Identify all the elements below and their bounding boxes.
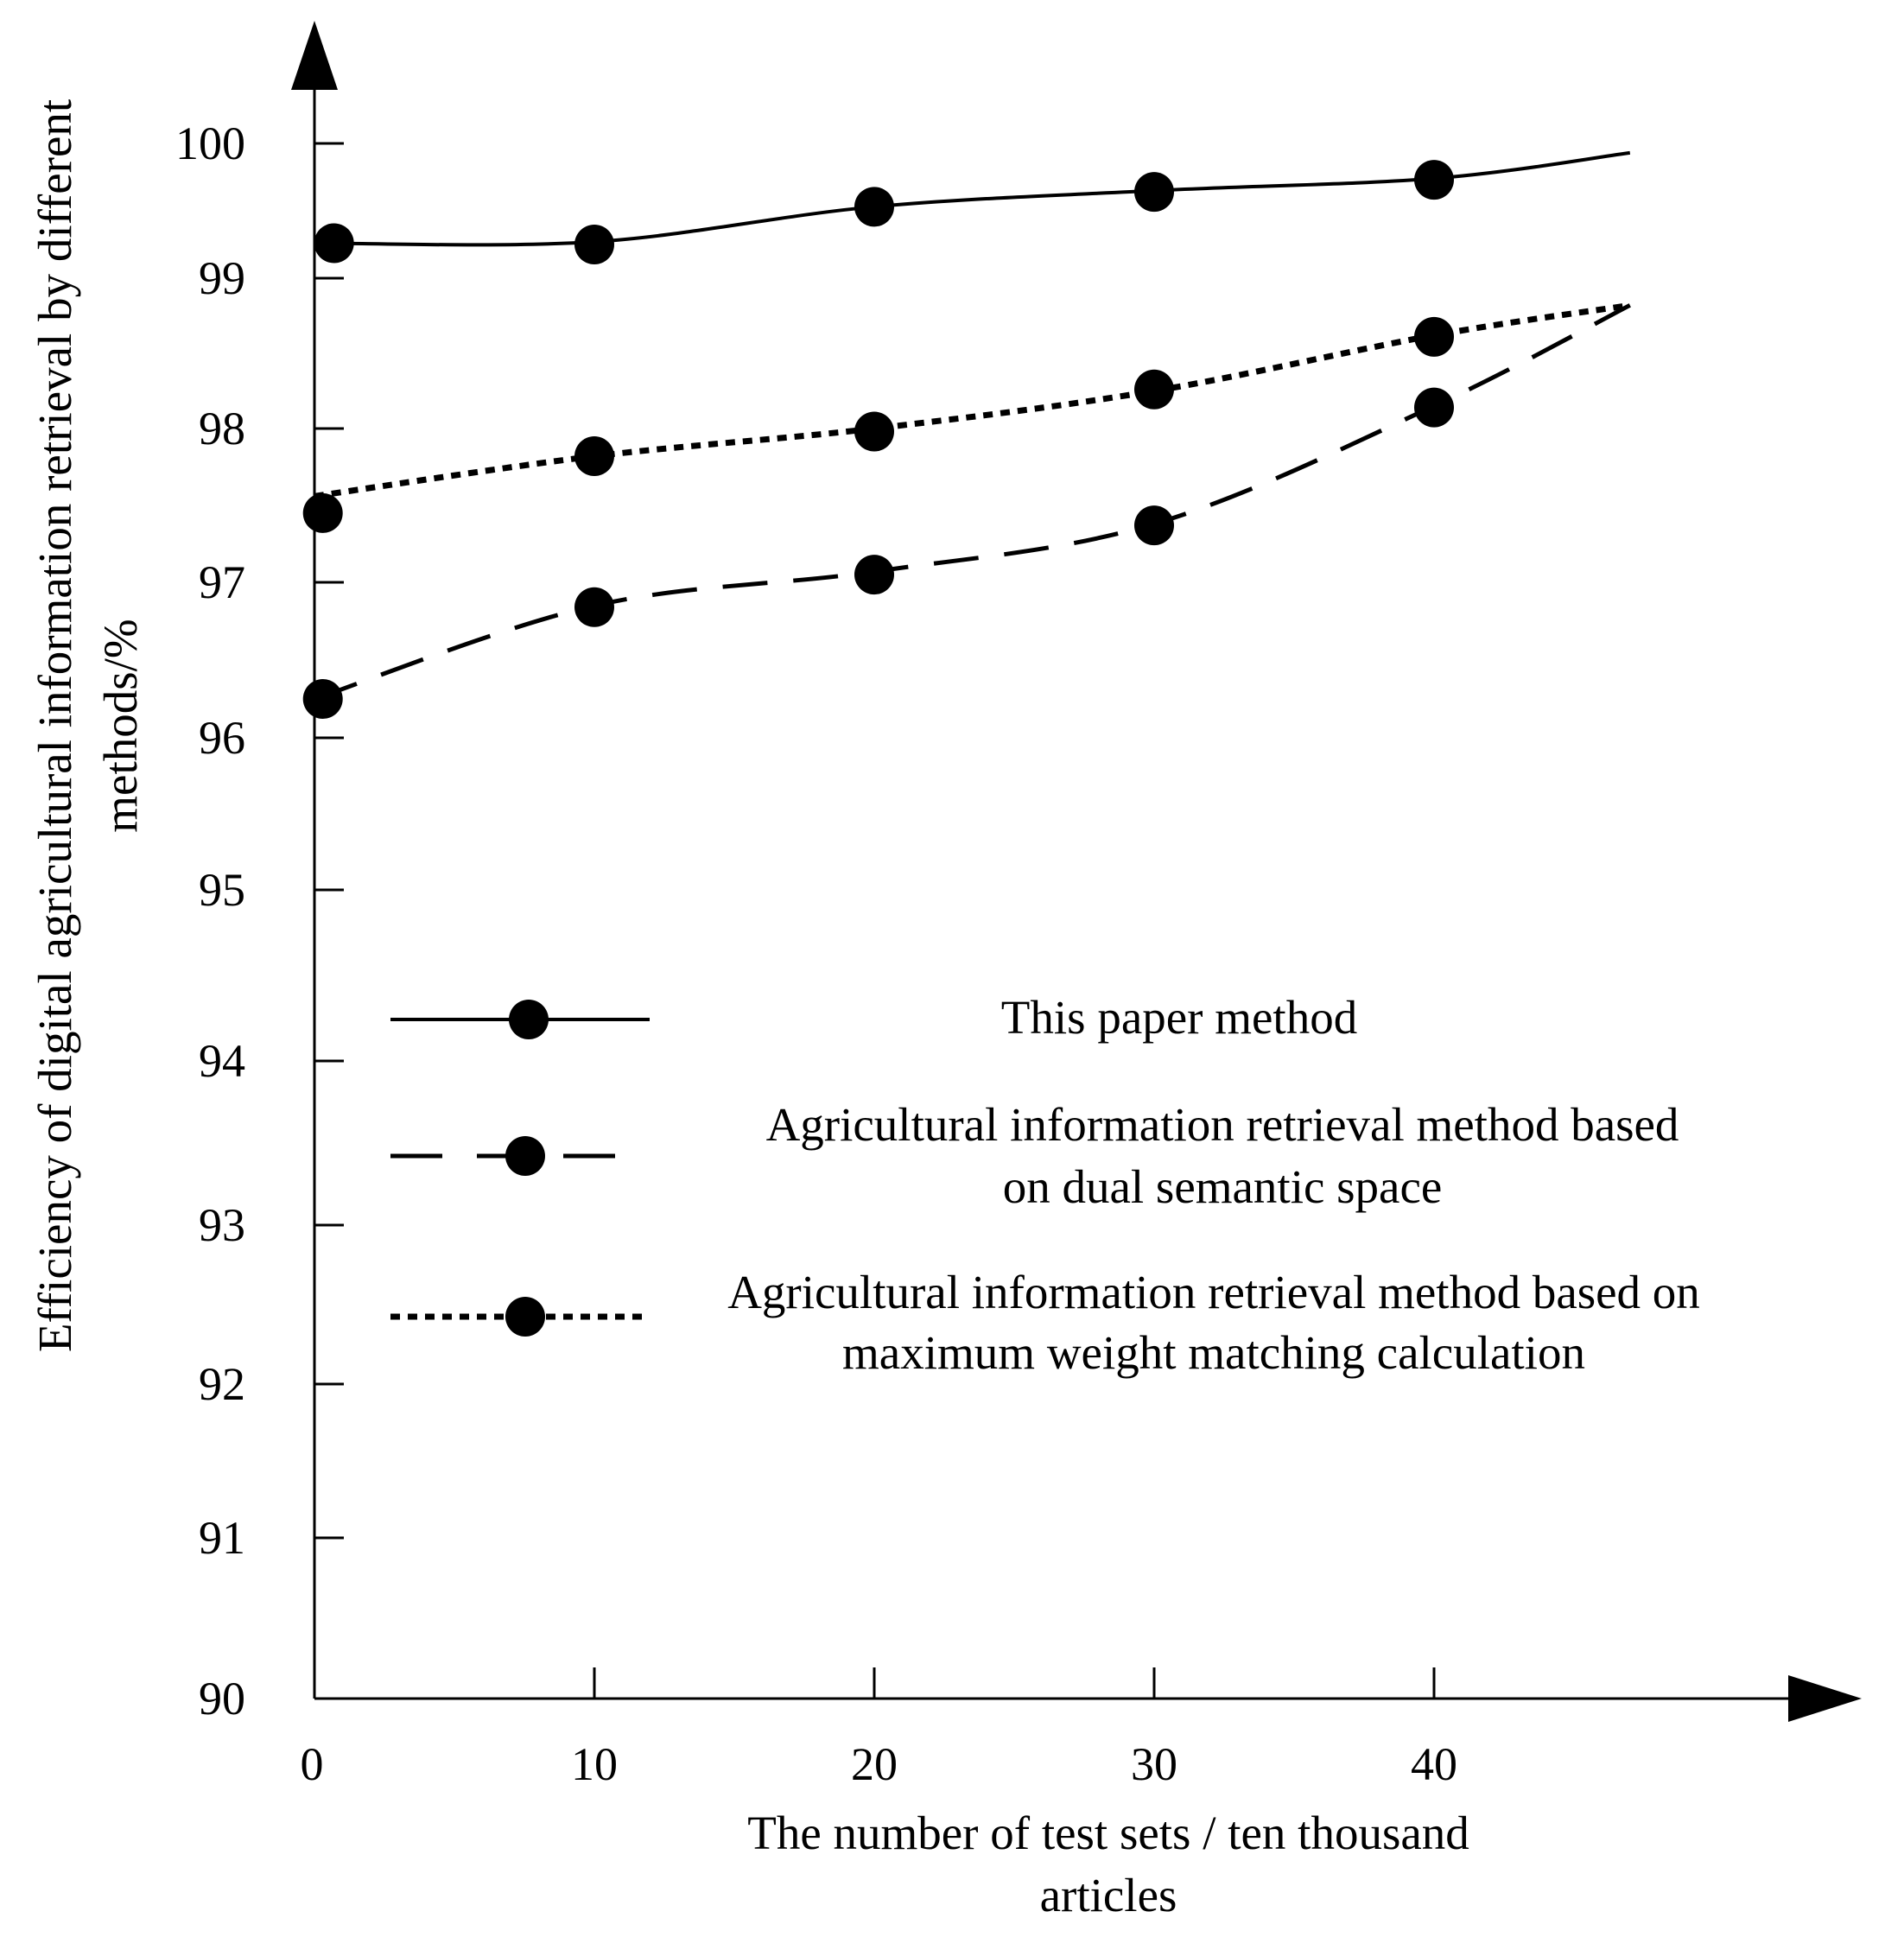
data-point bbox=[1414, 316, 1454, 357]
legend-item-dotted: Agricultural information retrieval metho… bbox=[390, 1266, 1700, 1379]
data-point bbox=[1134, 172, 1174, 213]
y-tick-label: 97 bbox=[199, 556, 245, 608]
data-point bbox=[1134, 369, 1174, 410]
x-tick-label: 0 bbox=[301, 1738, 324, 1790]
legend-label: Agricultural information retrieval metho… bbox=[727, 1266, 1700, 1318]
y-tick-label: 100 bbox=[175, 117, 245, 169]
y-axis-arrow bbox=[291, 21, 338, 90]
series-line bbox=[314, 303, 1631, 702]
legend: This paper method Agricultural informatio… bbox=[390, 991, 1700, 1379]
axes bbox=[291, 21, 1862, 1722]
data-point bbox=[1414, 387, 1454, 428]
data-point bbox=[574, 587, 614, 627]
y-tick-label: 95 bbox=[199, 864, 245, 916]
x-tick-label: 10 bbox=[571, 1738, 618, 1790]
y-tick-label: 93 bbox=[199, 1199, 245, 1251]
y-tick-label: 99 bbox=[199, 252, 245, 304]
legend-label: on dual semantic space bbox=[1003, 1160, 1443, 1213]
legend-item-dashed: Agricultural information retrieval metho… bbox=[390, 1098, 1679, 1213]
y-axis-title-line2: methods/% bbox=[94, 619, 147, 832]
data-point bbox=[1134, 505, 1174, 546]
y-axis-title: Efficiency of digital agricultural infor… bbox=[29, 99, 81, 1352]
y-tick-label: 96 bbox=[199, 712, 245, 764]
legend-label: maximum weight matching calculation bbox=[842, 1326, 1585, 1379]
legend-marker bbox=[505, 1136, 545, 1176]
y-tick-label: 92 bbox=[199, 1358, 245, 1410]
data-point bbox=[854, 411, 894, 452]
x-tick-label: 30 bbox=[1131, 1738, 1177, 1790]
data-point bbox=[302, 679, 343, 719]
y-tick-label: 91 bbox=[199, 1512, 245, 1564]
series-group bbox=[302, 150, 1631, 719]
y-tick-label: 90 bbox=[199, 1673, 245, 1724]
data-point bbox=[302, 492, 343, 533]
legend-label: Agricultural information retrieval metho… bbox=[766, 1098, 1679, 1151]
data-point bbox=[854, 555, 894, 595]
series-dotted bbox=[302, 302, 1631, 533]
data-point bbox=[314, 223, 354, 264]
data-point bbox=[574, 436, 614, 477]
data-point bbox=[854, 187, 894, 227]
y-tick-label: 98 bbox=[199, 403, 245, 454]
legend-label: This paper method bbox=[1001, 991, 1357, 1044]
y-tick-label: 94 bbox=[199, 1035, 245, 1087]
series-dashed bbox=[302, 303, 1631, 719]
x-axis-title-line2: articles bbox=[1040, 1869, 1177, 1921]
legend-marker bbox=[509, 1000, 549, 1039]
data-point bbox=[1414, 160, 1454, 200]
x-tick-label: 40 bbox=[1411, 1738, 1457, 1790]
ticks: 90 91 92 93 94 95 96 97 98 99 100 0 10 20 30 40 bbox=[175, 117, 1457, 1790]
legend-item-solid: This paper method bbox=[390, 991, 1357, 1044]
x-axis-title: The number of test sets / ten thousand bbox=[747, 1807, 1469, 1859]
data-point bbox=[574, 225, 614, 264]
x-tick-label: 20 bbox=[851, 1738, 898, 1790]
axis-titles: The number of test sets / ten thousand ar… bbox=[29, 99, 1469, 1921]
legend-marker bbox=[505, 1297, 545, 1337]
series-solid bbox=[314, 150, 1631, 264]
x-axis-arrow bbox=[1788, 1675, 1862, 1722]
